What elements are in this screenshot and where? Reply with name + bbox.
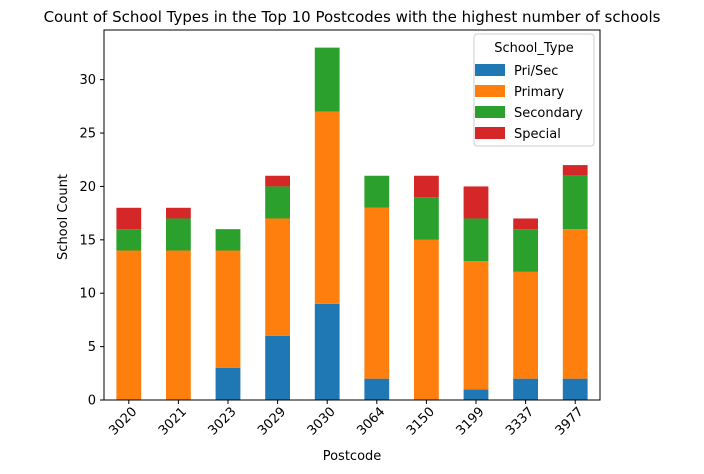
legend-label: Special [514,127,561,142]
bar-pri-sec-3029 [265,335,290,400]
y-axis-label: School Count [56,174,71,260]
bar-primary-3064 [364,207,390,379]
legend-swatch-pri-sec [475,64,505,76]
x-tick-label: 3977 [553,405,587,439]
x-tick-label: 3029 [255,405,289,439]
legend-swatch-secondary [475,106,505,118]
x-tick-label: 3030 [305,405,339,439]
x-tick-label: 3150 [404,405,438,439]
bar-special-3020 [116,207,142,230]
y-tick-label: 25 [79,127,96,142]
legend-title: School_Type [494,41,574,56]
bar-secondary-3021 [166,218,191,251]
x-tick-label: 3199 [454,405,488,439]
x-tick-label: 3337 [503,405,537,439]
bar-special-3337 [513,218,538,230]
legend-label: Secondary [514,106,583,121]
bar-pri-sec-3199 [463,389,489,400]
bar-primary-3199 [463,261,489,390]
bar-primary-3021 [166,250,191,400]
legend-swatch-special [475,127,505,139]
y-tick-label: 0 [88,394,96,409]
legend: School_Type Pri/Sec Primary Secondary Speci… [473,33,595,147]
bar-secondary-3337 [513,229,538,272]
bar-pri-sec-3064 [364,378,390,400]
bar-pri-sec-3023 [215,367,241,400]
bar-pri-sec-3030 [314,303,340,400]
bar-primary-3337 [513,271,538,379]
bar-special-3199 [463,186,489,219]
legend-label: Pri/Sec [514,64,558,79]
chart-title: Count of School Types in the Top 10 Post… [44,8,661,26]
x-tick-label: 3023 [206,405,240,439]
bar-pri-sec-3977 [562,378,588,400]
y-tick-label: 20 [79,180,96,195]
bar-secondary-3020 [116,229,142,251]
legend-items: Pri/Sec Primary Secondary Special [475,64,583,142]
bar-special-3021 [166,207,191,219]
bar-pri-sec-3337 [513,378,538,400]
bar-primary-3020 [116,250,142,400]
legend-label: Primary [514,85,565,100]
x-tick-label: 3064 [354,405,388,439]
bar-secondary-3030 [314,47,340,112]
bar-special-3029 [265,175,290,187]
bars-layer [116,47,588,400]
y-tick-label: 15 [79,233,96,248]
y-tick-label: 10 [79,287,96,302]
bar-primary-3977 [562,229,588,379]
bar-primary-3029 [265,218,290,336]
x-axis-label: Postcode [323,449,382,464]
x-tick-label: 3021 [156,405,190,439]
bar-special-3977 [562,165,588,176]
bar-secondary-3064 [364,175,390,208]
bar-primary-3150 [414,239,439,400]
bar-primary-3023 [215,250,241,368]
bar-primary-3030 [314,111,340,304]
bar-special-3150 [414,175,439,198]
bar-secondary-3023 [215,229,241,251]
x-tick-label: 3020 [106,405,140,439]
bar-secondary-3977 [562,175,588,230]
y-tick-label: 5 [88,340,96,355]
y-tick-label: 30 [79,73,96,88]
bar-secondary-3199 [463,218,489,262]
legend-swatch-primary [475,85,505,97]
plot-frame [103,29,601,401]
bar-secondary-3150 [414,197,439,240]
bar-secondary-3029 [265,186,290,219]
